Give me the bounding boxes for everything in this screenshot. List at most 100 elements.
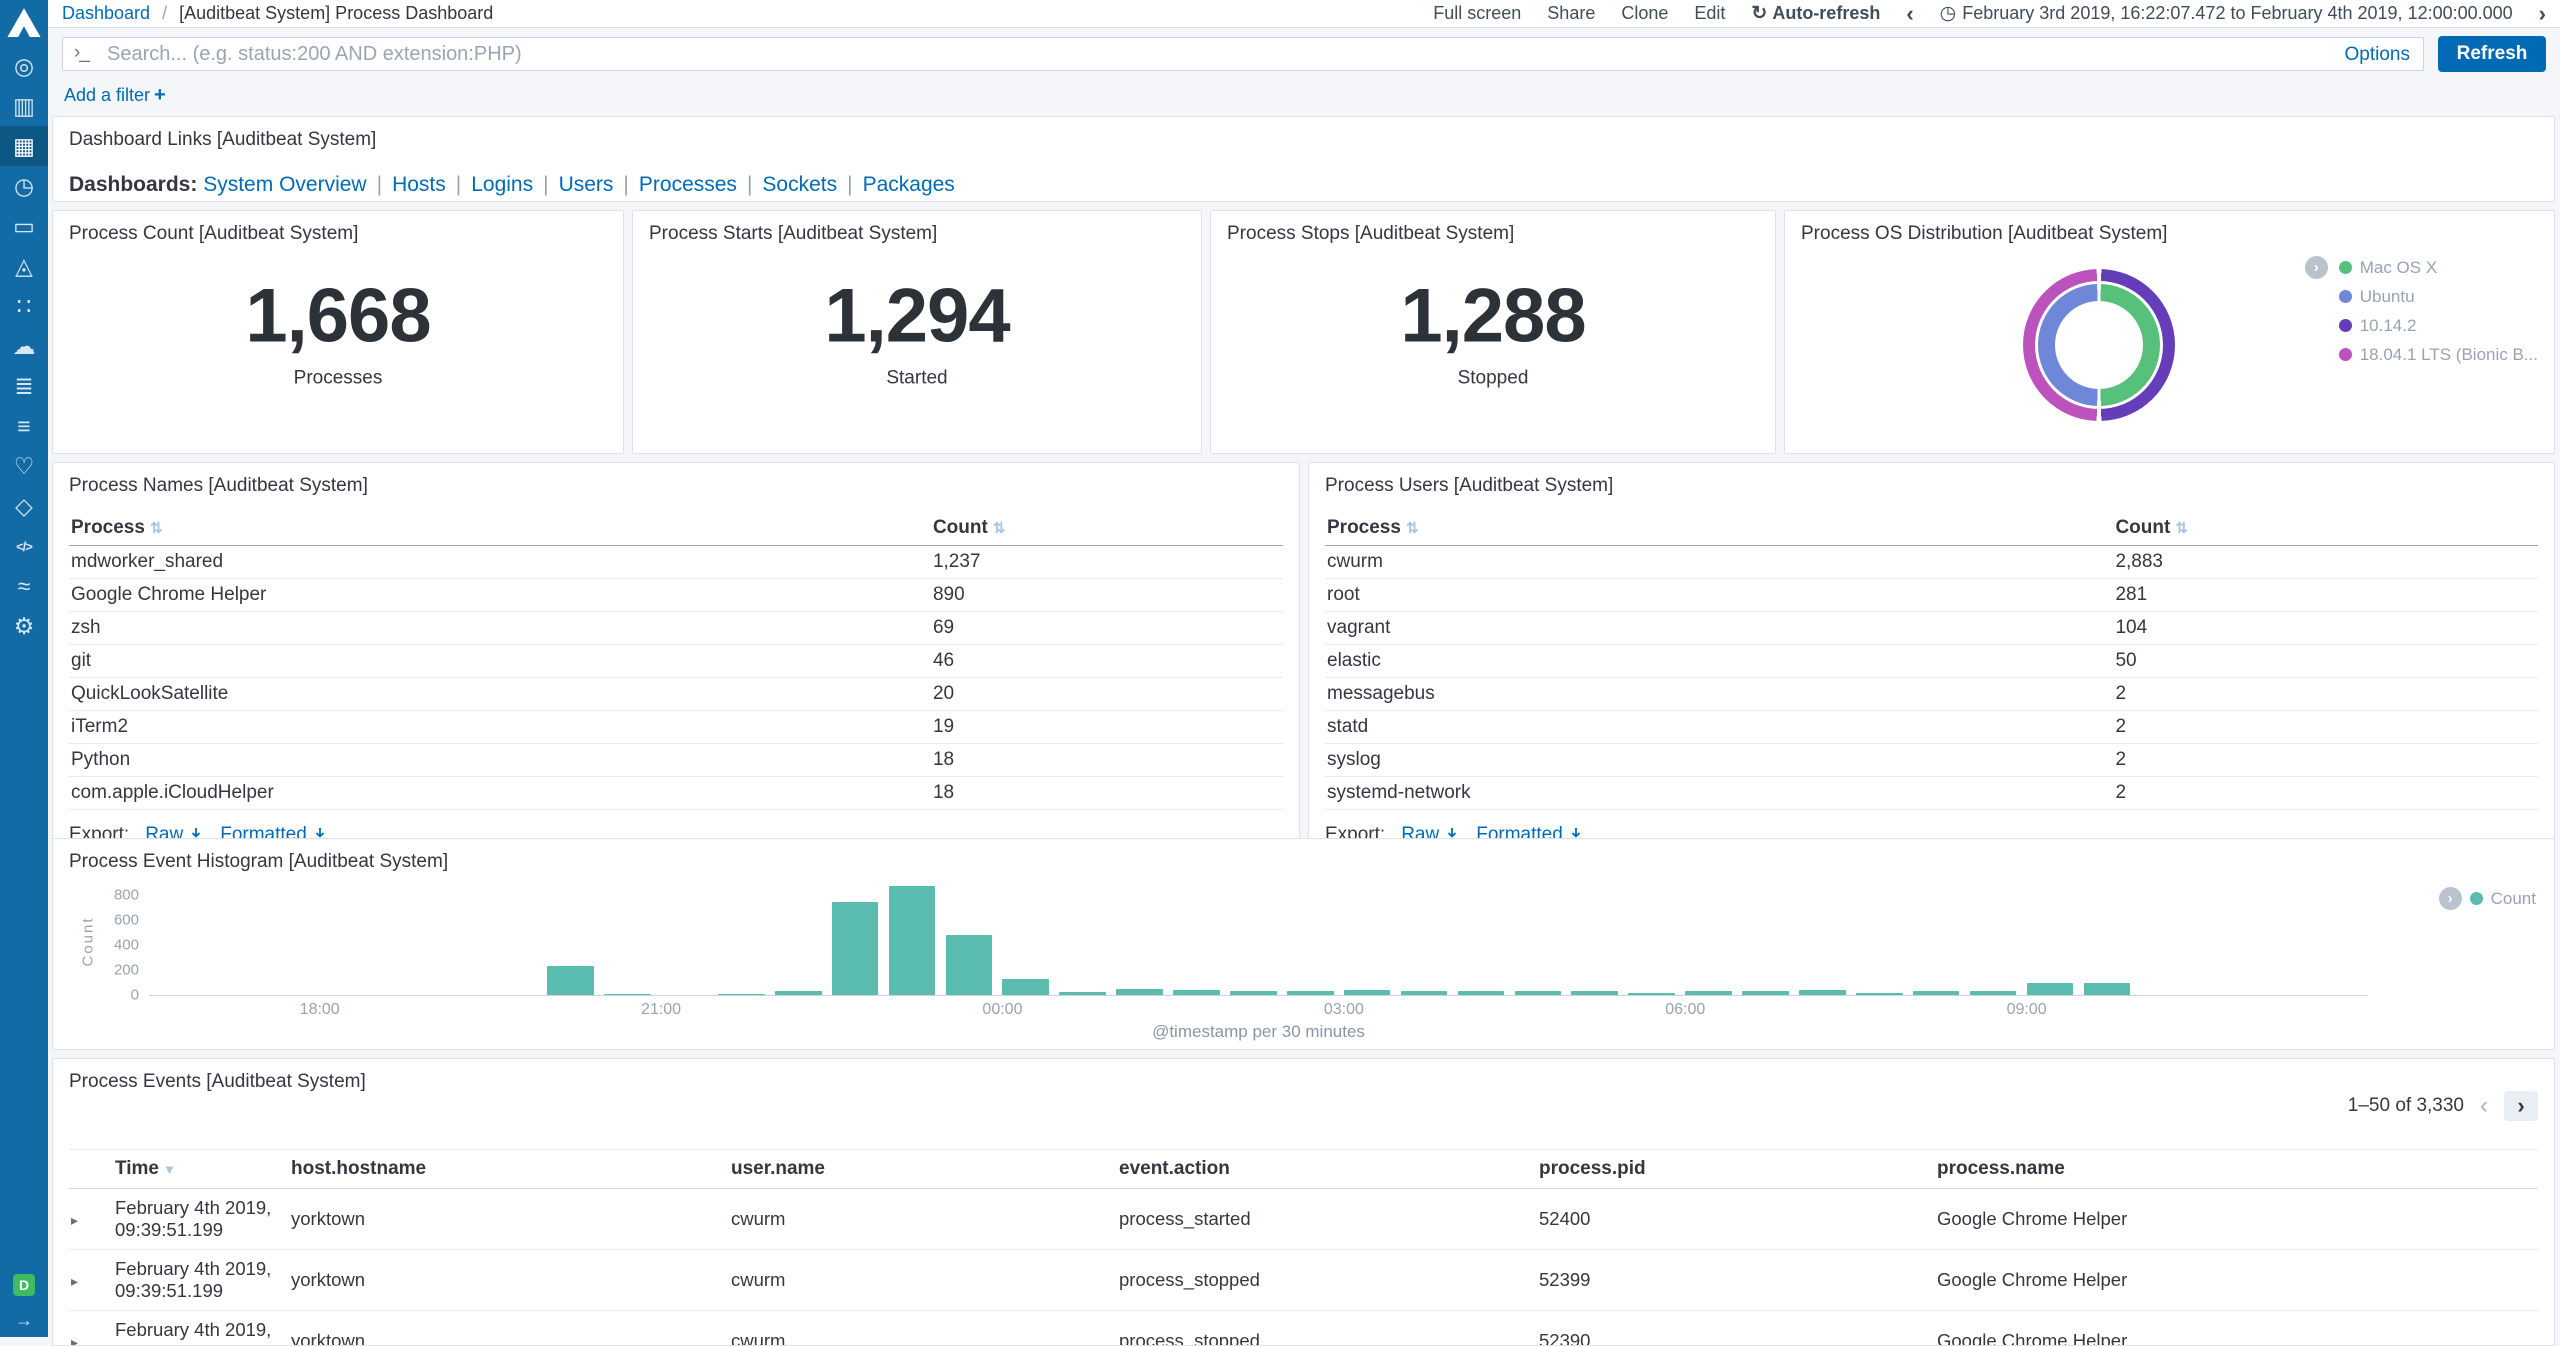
auto-refresh-button[interactable]: ↻ Auto-refresh (1751, 2, 1880, 25)
legend-item[interactable]: 18.04.1 LTS (Bionic B... (2339, 340, 2538, 369)
histogram-bar[interactable] (1799, 990, 1846, 995)
dashboard-link-users[interactable]: Users (559, 173, 614, 196)
dashboard-link-system-overview[interactable]: System Overview (203, 173, 366, 196)
time-forward-chevron-icon[interactable]: › (2539, 5, 2546, 23)
sidebar-item-logs[interactable]: ≣ (0, 366, 48, 406)
histogram-bar[interactable] (1344, 990, 1391, 995)
histogram-bar[interactable] (1173, 990, 1220, 995)
dashboard-link-logins[interactable]: Logins (471, 173, 533, 196)
histogram-bar[interactable] (1116, 989, 1163, 995)
refresh-button[interactable]: Refresh (2438, 36, 2546, 72)
sidebar-item-graph[interactable]: ◇ (0, 486, 48, 526)
time-back-chevron-icon[interactable]: ‹ (1906, 5, 1913, 23)
sidebar-item-canvas[interactable]: ▭ (0, 206, 48, 246)
column-header-count[interactable]: Count⇅ (2113, 511, 2538, 546)
sidebar-item-machine-learning[interactable]: ∷ (0, 286, 48, 326)
breadcrumb-dashboard-link[interactable]: Dashboard (62, 3, 150, 23)
expand-row-icon[interactable]: ▸ (71, 1273, 78, 1289)
legend-label[interactable]: Count (2491, 889, 2536, 909)
sidebar-item-infrastructure[interactable]: ☁ (0, 326, 48, 366)
histogram-bar[interactable] (889, 886, 936, 996)
sidebar-item-management[interactable]: ⚙ (0, 606, 48, 646)
legend-collapse-chevron-icon[interactable]: › (2305, 256, 2328, 279)
histogram-bar[interactable] (1401, 991, 1448, 995)
histogram-plot[interactable] (149, 883, 2368, 996)
histogram-bar[interactable] (1742, 991, 1789, 995)
sidebar-item-monitoring[interactable]: ≈ (0, 566, 48, 606)
legend-item[interactable]: Ubuntu (2339, 282, 2538, 311)
column-header-process[interactable]: Process⇅ (69, 511, 931, 546)
sidebar-item-maps[interactable]: ◬ (0, 246, 48, 286)
column-header-process[interactable]: Process⇅ (1325, 511, 2113, 546)
legend-item[interactable]: Mac OS X (2339, 253, 2538, 282)
expand-row-icon[interactable]: ▸ (71, 1334, 78, 1346)
kibana-logo[interactable] (0, 0, 48, 46)
legend-item[interactable]: 10.14.2 (2339, 311, 2538, 340)
add-filter-link[interactable]: Add a filter+ (64, 84, 166, 107)
sidebar-collapse-arrow[interactable]: → (0, 1310, 48, 1331)
dashboard-link-sockets[interactable]: Sockets (762, 173, 837, 196)
histogram-bar[interactable] (775, 991, 822, 995)
previous-page-chevron-icon[interactable]: ‹ (2474, 1092, 2494, 1120)
full-screen-button[interactable]: Full screen (1433, 3, 1521, 24)
histogram-bar[interactable] (1856, 993, 1903, 995)
histogram-bar[interactable] (946, 935, 993, 995)
histogram-bar[interactable] (1059, 992, 1106, 995)
column-header-time[interactable]: Time▼ (113, 1150, 289, 1189)
sidebar-item-visualize[interactable]: ▥ (0, 86, 48, 126)
sidebar-item-discover[interactable]: ◎ (0, 46, 48, 86)
histogram-bar[interactable] (2027, 983, 2074, 995)
histogram-bar[interactable] (604, 994, 651, 995)
legend-collapse-chevron-icon[interactable]: › (2439, 887, 2462, 910)
column-header-count[interactable]: Count⇅ (931, 511, 1283, 546)
histogram-bar[interactable] (2084, 983, 2131, 995)
column-header-process-pid[interactable]: process.pid (1537, 1150, 1935, 1189)
histogram-bar[interactable] (1970, 991, 2017, 995)
share-button[interactable]: Share (1547, 3, 1595, 24)
sidebar-item-timelion[interactable]: ◷ (0, 166, 48, 206)
clone-button[interactable]: Clone (1621, 3, 1668, 24)
histogram-bar[interactable] (832, 902, 879, 995)
sidebar-item-apm[interactable]: ≡ (0, 406, 48, 446)
column-header-hostname[interactable]: host.hostname (289, 1150, 729, 1189)
histogram-bar[interactable] (1515, 991, 1562, 995)
dashboard-link-packages[interactable]: Packages (863, 173, 955, 196)
column-header-event-action[interactable]: event.action (1117, 1150, 1537, 1189)
histogram-bar[interactable] (1458, 991, 1505, 995)
column-header-username[interactable]: user.name (729, 1150, 1117, 1189)
event-row[interactable]: ▸February 4th 2019, 09:39:31.199yorktown… (69, 1311, 2538, 1346)
histogram-bar[interactable] (718, 994, 765, 995)
options-link[interactable]: Options (2345, 44, 2410, 66)
time-range-picker[interactable]: ◷ February 3rd 2019, 16:22:07.472 to Feb… (1940, 2, 2513, 25)
os-distribution-donut-chart[interactable] (2023, 269, 2175, 421)
histogram-bar[interactable] (1230, 991, 1277, 995)
histogram-bar[interactable] (1913, 991, 1960, 995)
histogram-bar[interactable] (547, 966, 594, 995)
sidebar-item-uptime[interactable]: ♡ (0, 446, 48, 486)
edit-button[interactable]: Edit (1694, 3, 1725, 24)
histogram-bar[interactable] (1628, 993, 1675, 995)
search-input[interactable] (62, 37, 2424, 71)
histogram-bar[interactable] (1287, 991, 1334, 995)
next-page-chevron-icon[interactable]: › (2504, 1091, 2538, 1121)
sidebar-item-dev-tools[interactable]: </> (0, 526, 48, 566)
column-header-process-name[interactable]: process.name (1935, 1150, 2538, 1189)
histogram-bar[interactable] (1002, 979, 1049, 995)
